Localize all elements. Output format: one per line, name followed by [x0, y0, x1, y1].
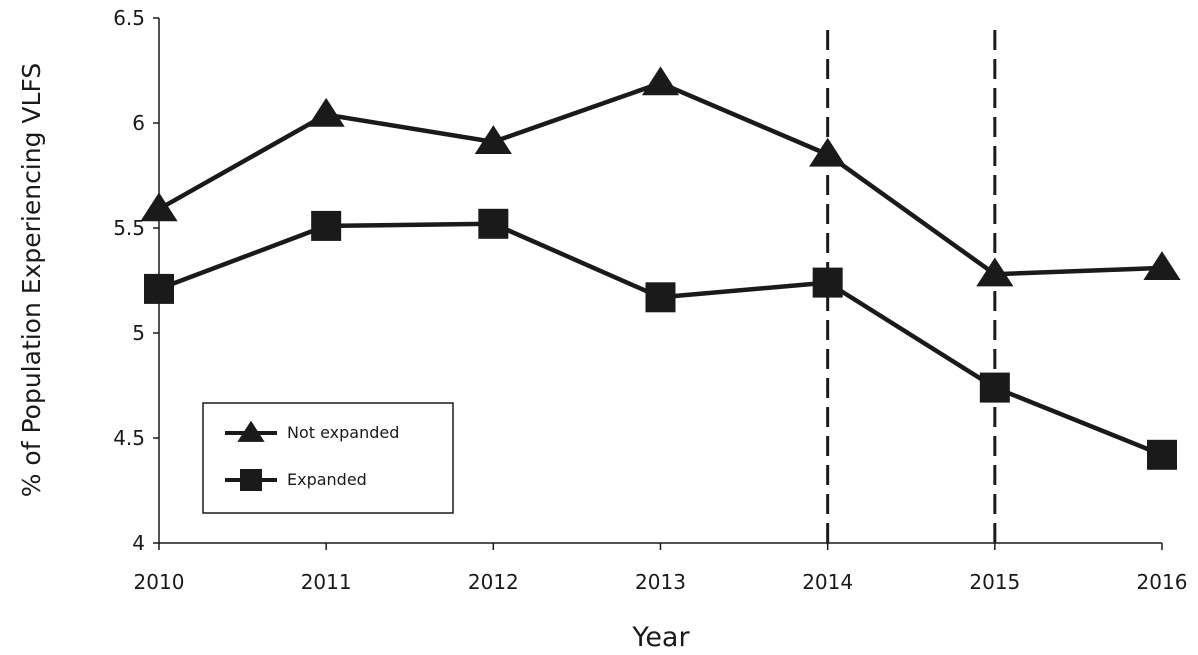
x-tick-label: 2013 — [635, 570, 686, 594]
data-point-triangle — [1143, 251, 1181, 281]
legend-marker-triangle — [237, 420, 265, 442]
data-point-triangle — [641, 66, 680, 96]
data-point-square — [311, 210, 342, 241]
data-point-square — [144, 273, 174, 304]
y-tick-label: 6.5 — [113, 6, 145, 30]
y-tick-label: 5 — [132, 321, 145, 345]
x-tick-label: 2016 — [1137, 570, 1188, 594]
data-point-triangle — [307, 97, 345, 127]
data-point-square — [812, 267, 843, 298]
x-tick-label: 2011 — [301, 570, 352, 594]
y-tick-label: 4 — [132, 531, 145, 555]
y-tick-label: 5.5 — [113, 216, 145, 240]
data-point-square — [478, 208, 509, 239]
legend-box — [202, 402, 454, 514]
data-point-square — [645, 282, 676, 313]
axes: 4 4.5 5 5.5 6 6.5 2010 2011 2012 2013 2014 2015 2016 — [113, 6, 1187, 594]
series-line-triangle — [157, 80, 1163, 277]
legend-marker-square — [240, 469, 262, 491]
x-tick-label: 2015 — [969, 570, 1020, 594]
x-tick-label: 2014 — [802, 570, 853, 594]
data-point-triangle — [474, 125, 512, 155]
data-point-triangle — [140, 192, 178, 222]
reference-lines — [826, 30, 997, 543]
series-layer — [140, 66, 1181, 470]
x-tick-label: 2012 — [468, 570, 519, 594]
data-point-triangle — [809, 137, 847, 167]
data-point-square — [979, 372, 1010, 403]
legend-label: Not expanded — [287, 423, 399, 442]
data-point-triangle — [976, 257, 1014, 287]
x-axis-label: Year — [631, 622, 690, 653]
legend-label: Expanded — [287, 470, 367, 489]
y-tick-label: 6 — [132, 111, 145, 135]
data-point-square — [1147, 439, 1177, 470]
y-axis-label: % of Population Experiencing VLFS — [17, 63, 46, 498]
y-tick-label: 4.5 — [113, 426, 145, 450]
x-tick-label: 2010 — [134, 570, 185, 594]
legend: Not expanded Expanded — [202, 402, 454, 514]
